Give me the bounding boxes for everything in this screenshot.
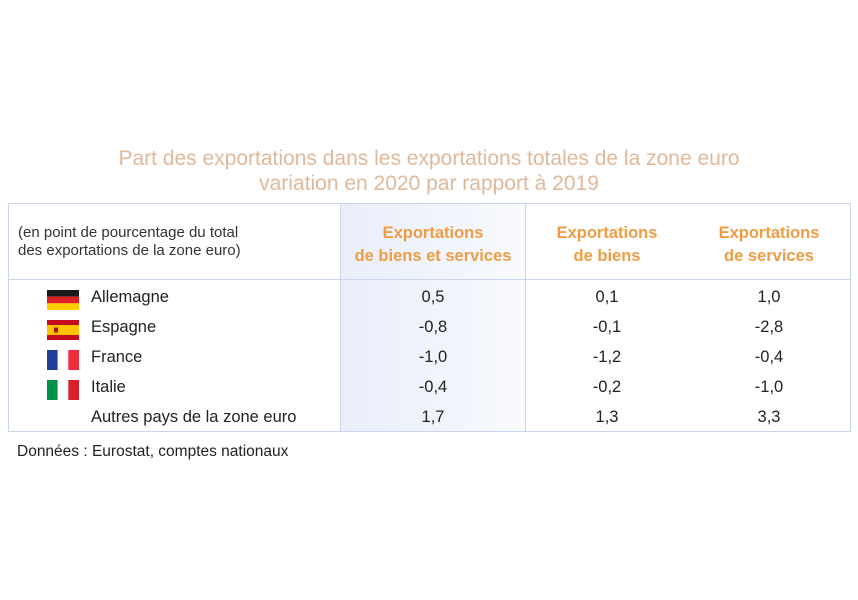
unit-note-line-1: (en point de pourcentage du total <box>18 224 239 241</box>
title-line-1: Part des exportations dans les exportati… <box>118 147 740 170</box>
column-header-services: Exportations de services <box>688 222 850 268</box>
value-cell: 0,5 <box>421 288 445 306</box>
country-label: France <box>91 348 143 366</box>
column-header-biens-services: Exportations de biens et services <box>340 222 526 268</box>
value-cell: -0,2 <box>592 378 622 396</box>
unit-note-line-2: des exportations de la zone euro) <box>18 242 241 259</box>
highlighted-column <box>340 204 526 431</box>
spain-flag-icon <box>47 320 79 340</box>
value-cell: 1,3 <box>595 408 619 426</box>
column-header-line: de biens et services <box>354 247 512 265</box>
data-table: (en point de pourcentage du total des ex… <box>8 203 851 432</box>
country-label: Espagne <box>91 318 157 336</box>
column-header-line: Exportations <box>382 224 484 242</box>
italy-flag-icon <box>47 380 79 400</box>
table-row-france: France -1,0 -1,2 -0,4 <box>9 342 850 372</box>
value-cell: 0,1 <box>595 288 619 306</box>
value-cell: -0,4 <box>754 348 784 366</box>
table-row-allemagne: Allemagne 0,5 0,1 1,0 <box>9 282 850 312</box>
column-header-biens: Exportations de biens <box>526 222 688 268</box>
column-header-line: de services <box>724 247 814 265</box>
title-line-2: variation en 2020 par rapport à 2019 <box>259 172 599 195</box>
table-row-autres-pays: Autres pays de la zone euro 1,7 1,3 3,3 <box>9 402 850 432</box>
column-header-line: Exportations <box>556 224 658 242</box>
value-cell: 1,7 <box>421 408 445 426</box>
country-label: Italie <box>91 378 126 396</box>
value-cell: -1,2 <box>592 348 622 366</box>
unit-note: (en point de pourcentage du total des ex… <box>18 224 328 260</box>
chart-title: Part des exportations dans les exportati… <box>0 146 858 196</box>
germany-flag-icon <box>47 290 79 310</box>
table-row-italie: Italie -0,4 -0,2 -1,0 <box>9 372 850 402</box>
value-cell: -0,1 <box>592 318 622 336</box>
value-cell: -0,4 <box>418 378 448 396</box>
france-flag-icon <box>47 350 79 370</box>
country-label: Allemagne <box>91 288 169 306</box>
value-cell: 3,3 <box>757 408 781 426</box>
column-header-line: Exportations <box>718 224 820 242</box>
column-header-line: de biens <box>573 247 641 265</box>
value-cell: 1,0 <box>757 288 781 306</box>
value-cell: -1,0 <box>754 378 784 396</box>
country-label: Autres pays de la zone euro <box>91 408 297 426</box>
table-row-espagne: Espagne -0,8 -0,1 -2,8 <box>9 312 850 342</box>
value-cell: -2,8 <box>754 318 784 336</box>
source-note: Données : Eurostat, comptes nationaux <box>17 443 289 460</box>
value-cell: -1,0 <box>418 348 448 366</box>
header-divider <box>9 279 850 280</box>
value-cell: -0,8 <box>418 318 448 336</box>
